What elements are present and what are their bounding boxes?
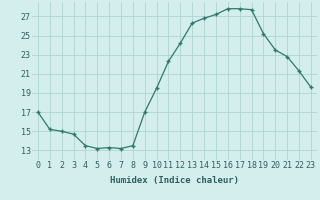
X-axis label: Humidex (Indice chaleur): Humidex (Indice chaleur) — [110, 176, 239, 185]
